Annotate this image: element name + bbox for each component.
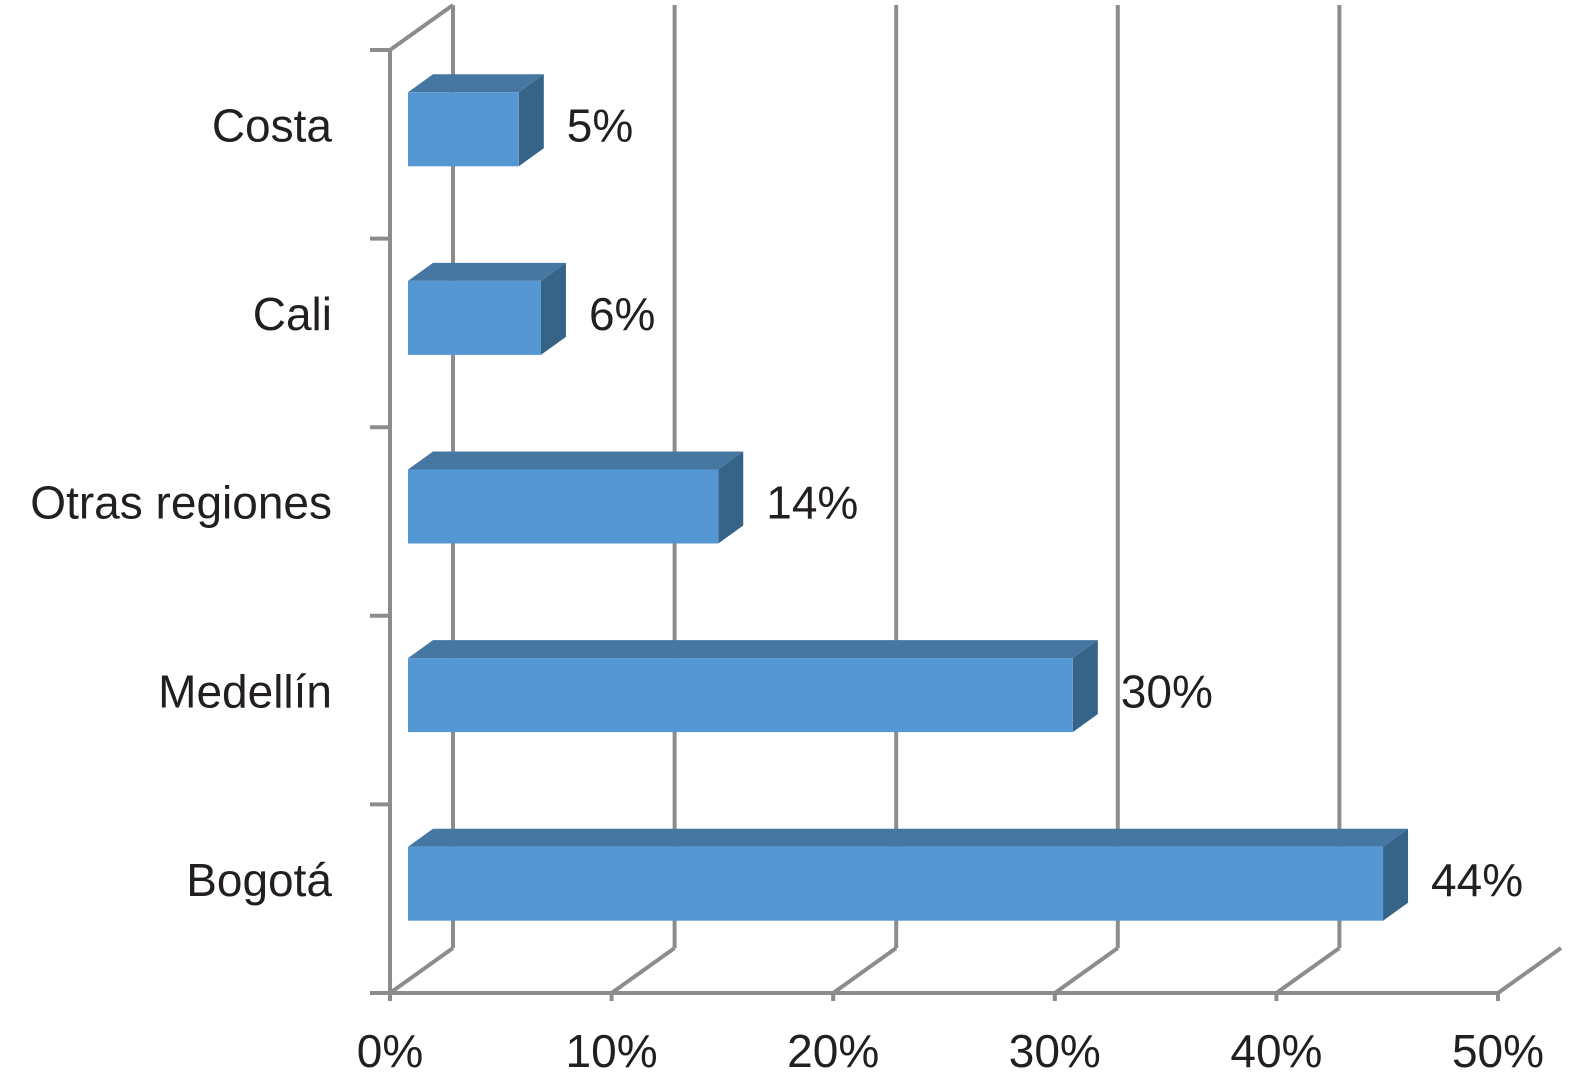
x-tick-label: 10% — [566, 1025, 658, 1077]
category-label: Otras regiones — [30, 477, 332, 529]
floor-grid-line — [1053, 946, 1119, 995]
value-label: 14% — [766, 477, 858, 529]
bar-top — [408, 74, 544, 93]
bar-side — [1072, 640, 1098, 733]
bar-top — [408, 262, 566, 281]
value-label: 5% — [567, 99, 633, 151]
bar — [408, 658, 1073, 733]
x-tick-label: 50% — [1452, 1025, 1544, 1077]
bar-top — [408, 640, 1098, 659]
category-label: Medellín — [158, 665, 332, 717]
category-label: Cali — [253, 288, 332, 340]
bar — [408, 280, 541, 355]
floor-grid-line — [1496, 946, 1563, 995]
bar-side — [1383, 828, 1409, 921]
x-tick-label: 20% — [787, 1025, 879, 1077]
value-label: 44% — [1431, 854, 1523, 906]
bar — [408, 846, 1384, 921]
value-label: 30% — [1121, 665, 1213, 717]
x-tick-label: 40% — [1230, 1025, 1322, 1077]
floor-grid-line — [832, 946, 898, 995]
x-tick-label: 0% — [357, 1025, 423, 1077]
bar-side — [540, 262, 566, 355]
left-wall-top — [388, 3, 455, 52]
bar — [408, 92, 519, 167]
bar-top — [408, 451, 744, 470]
bar-side — [518, 74, 544, 167]
floor-grid-line — [610, 946, 676, 995]
category-label: Bogotá — [186, 854, 332, 906]
bar-top — [408, 828, 1409, 847]
floor-grid-line — [1275, 946, 1341, 995]
value-label: 6% — [589, 288, 655, 340]
category-label: Costa — [212, 99, 333, 151]
x-tick-label: 30% — [1009, 1025, 1101, 1077]
bar — [408, 469, 719, 544]
floor-grid-line — [388, 946, 455, 995]
bar-side — [718, 451, 744, 544]
